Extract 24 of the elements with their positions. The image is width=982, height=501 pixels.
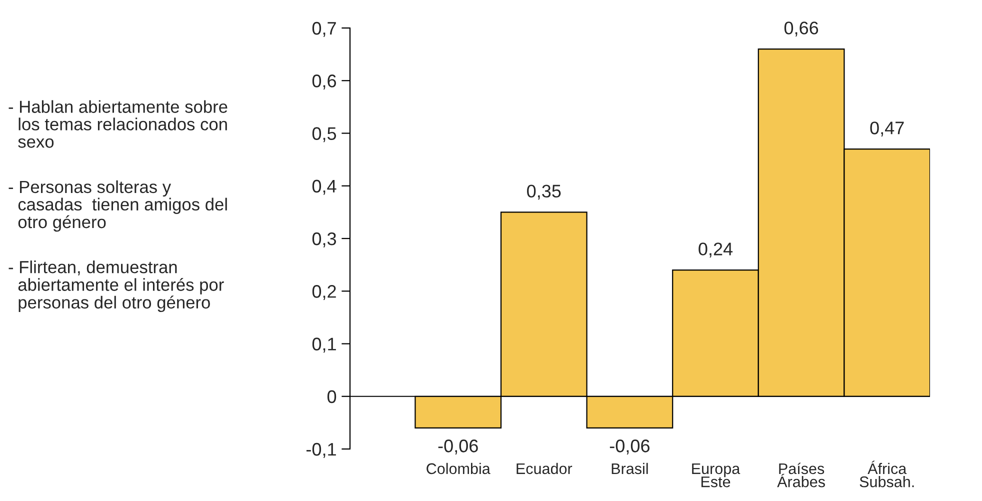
y-tick-label: -0,1	[306, 442, 336, 458]
text: - Flirtean, demuestran abiertamente el interés por personas del otro género	[8, 260, 224, 312]
data-label: -0,06	[438, 440, 478, 454]
data-label: 0,47	[870, 122, 904, 136]
text: - Personas solteras y casadas tienen amigos del otro género	[8, 180, 227, 232]
y-tick-label: 0,3	[312, 232, 336, 248]
y-tick-label: 0,7	[312, 22, 336, 37]
text: - Hablan abiertamente sobre los temas relacionados con sexo	[8, 100, 228, 148]
y-tick-label: 0,1	[312, 338, 336, 353]
y-tick-label: 0,4	[312, 180, 336, 195]
x-tick-label: Ecuador	[516, 462, 572, 474]
x-tick-label: Europa Este	[692, 463, 740, 488]
y-tick-label: 0,2	[312, 285, 336, 300]
data-label: 0,24	[698, 242, 733, 258]
y-tick-label: 0,5	[312, 127, 336, 142]
x-tick-label: África Subsah.	[860, 460, 914, 488]
x-tick-label: Brasil	[612, 462, 648, 474]
x-tick-label: Países Árabes	[777, 462, 825, 488]
y-tick-label: 0,6	[312, 74, 336, 90]
x-tick-label: Colombia	[426, 462, 490, 474]
y-tick-label: 0	[327, 390, 336, 404]
data-label: 0,35	[527, 184, 561, 200]
data-label: -0,06	[610, 440, 650, 454]
data-label: 0,66	[784, 22, 818, 37]
